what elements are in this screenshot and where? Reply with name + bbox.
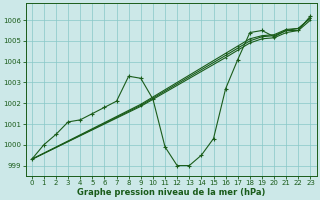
X-axis label: Graphe pression niveau de la mer (hPa): Graphe pression niveau de la mer (hPa) [77, 188, 265, 197]
